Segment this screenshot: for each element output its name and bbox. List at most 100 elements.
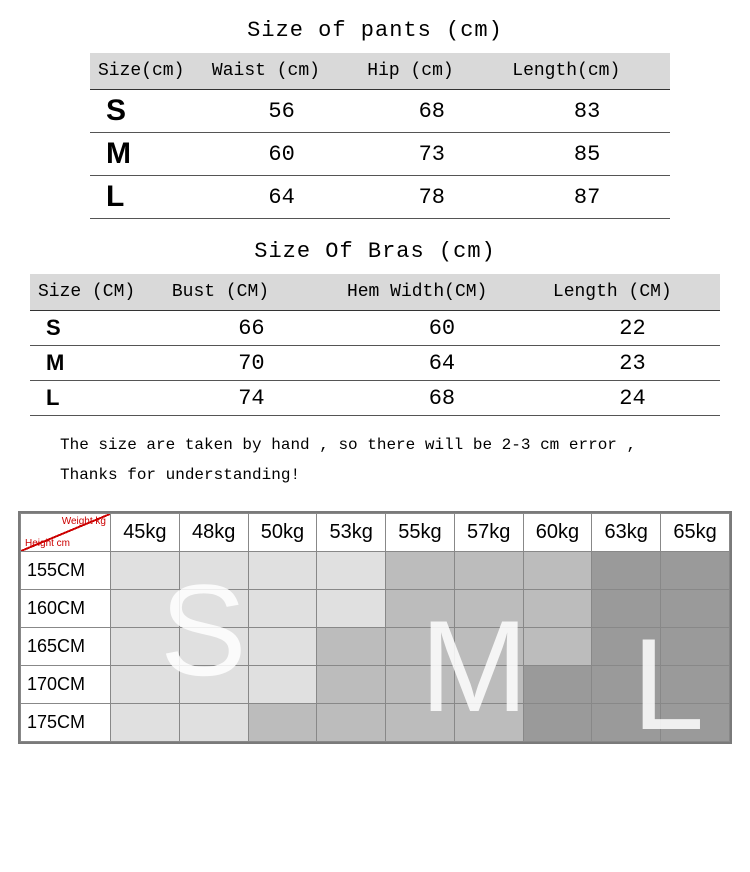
grid-cell <box>317 665 386 703</box>
grid-cell <box>179 589 248 627</box>
col-bust: Bust (CM) <box>164 274 339 311</box>
cell-size: M <box>30 346 164 381</box>
cell-size: M <box>90 133 204 176</box>
grid-cell <box>386 665 455 703</box>
size-grid: Weight kgHeight cm45kg48kg50kg53kg55kg57… <box>18 511 732 744</box>
grid-cell <box>454 665 523 703</box>
grid-weight-header: 65kg <box>661 513 730 551</box>
table-row: L 64 78 87 <box>90 176 670 219</box>
col-length: Length(cm) <box>504 53 670 90</box>
grid-cell <box>661 627 730 665</box>
cell-length: 85 <box>504 133 670 176</box>
grid-cell <box>111 703 180 741</box>
grid-cell <box>317 551 386 589</box>
grid-cell <box>179 665 248 703</box>
cell-length: 83 <box>504 90 670 133</box>
grid-height-header: 175CM <box>21 703 111 741</box>
grid-cell <box>386 551 455 589</box>
grid-cell <box>317 589 386 627</box>
col-waist: Waist (cm) <box>204 53 359 90</box>
grid-cell <box>386 589 455 627</box>
grid-cell <box>179 703 248 741</box>
grid-cell <box>523 665 592 703</box>
grid-weight-header: 57kg <box>454 513 523 551</box>
note-line1: The size are taken by hand , so there wi… <box>60 436 636 454</box>
col-hem: Hem Width(CM) <box>339 274 545 311</box>
grid-cell <box>248 703 317 741</box>
grid-cell <box>179 627 248 665</box>
grid-height-header: 170CM <box>21 665 111 703</box>
grid-cell <box>454 627 523 665</box>
grid-cell <box>454 703 523 741</box>
table-header-row: Size (CM) Bust (CM) Hem Width(CM) Length… <box>30 274 720 311</box>
cell-length: 23 <box>545 346 720 381</box>
grid-cell <box>111 551 180 589</box>
cell-length: 24 <box>545 381 720 416</box>
cell-hip: 68 <box>359 90 504 133</box>
grid-cell <box>248 627 317 665</box>
grid-cell <box>386 703 455 741</box>
grid-cell <box>523 703 592 741</box>
grid-cell <box>317 703 386 741</box>
grid-cell <box>661 665 730 703</box>
grid-cell <box>523 627 592 665</box>
grid-cell <box>592 665 661 703</box>
bras-table: Size (CM) Bust (CM) Hem Width(CM) Length… <box>30 274 720 416</box>
grid-cell <box>248 665 317 703</box>
grid-cell <box>661 703 730 741</box>
grid-cell <box>317 627 386 665</box>
size-grid-table: Weight kgHeight cm45kg48kg50kg53kg55kg57… <box>20 513 730 742</box>
pants-title: Size of pants (cm) <box>0 0 750 53</box>
cell-waist: 60 <box>204 133 359 176</box>
grid-cell <box>592 551 661 589</box>
note-line2: Thanks for understanding! <box>60 466 300 484</box>
grid-height-header: 160CM <box>21 589 111 627</box>
grid-weight-header: 45kg <box>111 513 180 551</box>
bras-title: Size Of Bras (cm) <box>0 219 750 274</box>
grid-cell <box>523 551 592 589</box>
cell-bust: 66 <box>164 311 339 346</box>
cell-length: 22 <box>545 311 720 346</box>
grid-weight-header: 60kg <box>523 513 592 551</box>
cell-hip: 78 <box>359 176 504 219</box>
grid-weight-header: 55kg <box>386 513 455 551</box>
cell-bust: 70 <box>164 346 339 381</box>
grid-cell <box>111 627 180 665</box>
grid-cell <box>111 589 180 627</box>
cell-size: S <box>30 311 164 346</box>
col-size: Size(cm) <box>90 53 204 90</box>
grid-cell <box>111 665 180 703</box>
table-row: S 56 68 83 <box>90 90 670 133</box>
grid-cell <box>179 551 248 589</box>
grid-cell <box>592 589 661 627</box>
cell-hem: 64 <box>339 346 545 381</box>
grid-cell <box>386 627 455 665</box>
grid-weight-header: 53kg <box>317 513 386 551</box>
grid-weight-header: 63kg <box>592 513 661 551</box>
grid-cell <box>248 551 317 589</box>
cell-size: S <box>90 90 204 133</box>
cell-size: L <box>90 176 204 219</box>
pants-table: Size(cm) Waist (cm) Hip (cm) Length(cm) … <box>90 53 670 219</box>
cell-hem: 68 <box>339 381 545 416</box>
col-hip: Hip (cm) <box>359 53 504 90</box>
grid-cell <box>523 589 592 627</box>
grid-height-header: 165CM <box>21 627 111 665</box>
cell-waist: 64 <box>204 176 359 219</box>
cell-size: L <box>30 381 164 416</box>
grid-weight-header: 48kg <box>179 513 248 551</box>
table-header-row: Size(cm) Waist (cm) Hip (cm) Length(cm) <box>90 53 670 90</box>
grid-height-header: 155CM <box>21 551 111 589</box>
cell-hip: 73 <box>359 133 504 176</box>
table-row: L 74 68 24 <box>30 381 720 416</box>
col-size: Size (CM) <box>30 274 164 311</box>
grid-cell <box>592 703 661 741</box>
grid-cell <box>454 589 523 627</box>
table-row: M 70 64 23 <box>30 346 720 381</box>
grid-cell <box>661 551 730 589</box>
grid-cell <box>592 627 661 665</box>
grid-cell <box>454 551 523 589</box>
grid-weight-header: 50kg <box>248 513 317 551</box>
note-text: The size are taken by hand , so there wi… <box>0 416 750 505</box>
cell-hem: 60 <box>339 311 545 346</box>
